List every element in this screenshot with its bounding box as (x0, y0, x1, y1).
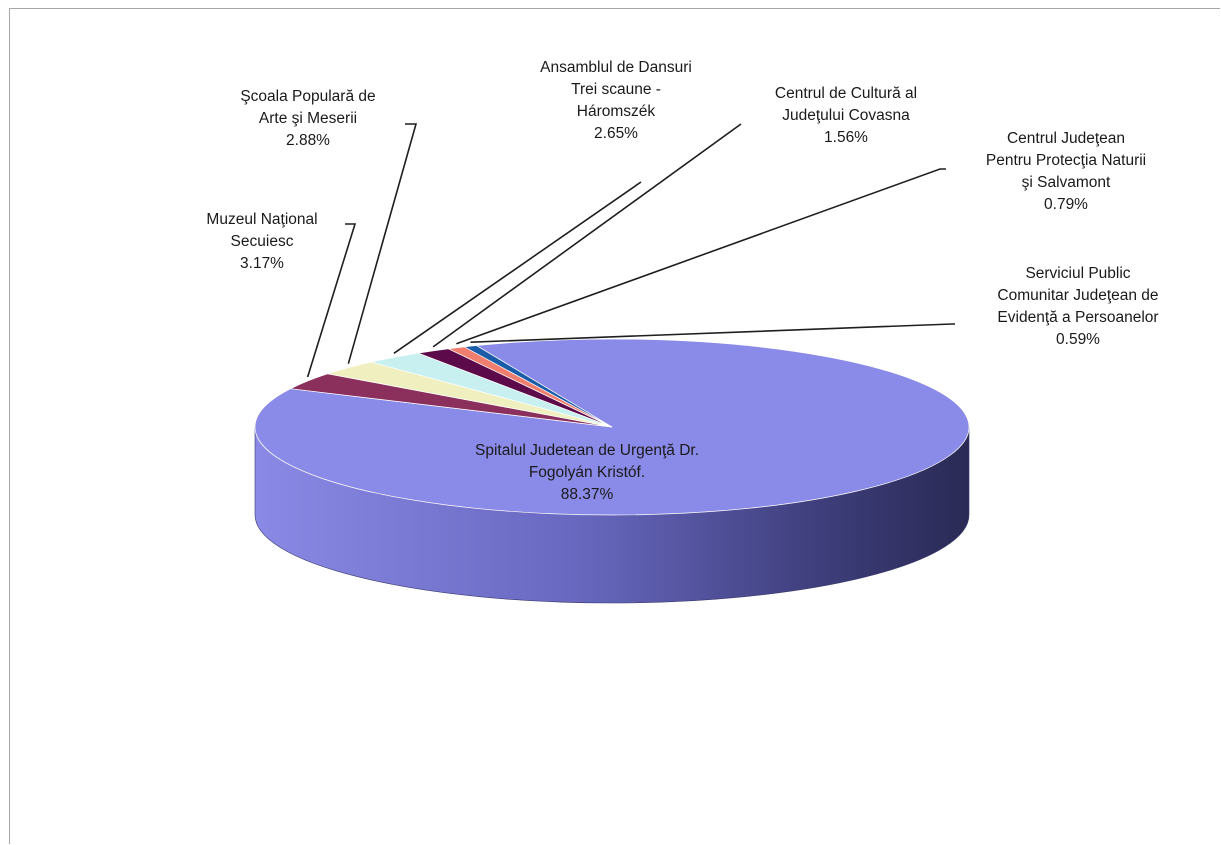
slice-name-line: Evidenţă a Persoanelor (997, 309, 1158, 326)
slice-name-line: Spitalul Judetean de Urgenţă Dr. (475, 442, 699, 459)
slice-value-ansamblu: 2.65% (594, 125, 638, 142)
slice-labels: Spitalul Judetean de Urgenţă Dr. Fogolyán… (206, 59, 1158, 503)
leader-lines (306, 123, 955, 378)
leader-line-ansamblu (393, 181, 642, 354)
slice-name-line: Trei scaune - (571, 81, 661, 98)
slice-name-line: Centrul Judeţean (1007, 130, 1125, 147)
slice-label-cultura: Centrul de Cultură al Judeţului Covasna 1.… (775, 85, 917, 146)
slice-value-muzeu: 3.17% (240, 255, 284, 272)
slice-name-line: Judeţului Covasna (782, 107, 910, 124)
slice-name-line: Serviciul Public (1025, 265, 1130, 282)
slice-name-line: şi Salvamont (1022, 174, 1111, 191)
slice-label-natura: Centrul Judeţean Pentru Protecţia Naturii… (986, 130, 1146, 213)
slice-evidenta (463, 345, 613, 428)
slice-name-line: Comunitar Judeţean de (997, 287, 1158, 304)
slice-name-line: Háromszék (577, 103, 656, 120)
slice-value-scoala: 2.88% (286, 132, 330, 149)
slice-value-spital: 88.37% (561, 486, 614, 503)
slice-name-line: Centrul de Cultură al (775, 85, 917, 102)
slice-label-muzeu: Muzeul Naţional Secuiesc 3.17% (206, 211, 317, 272)
slice-label-ansamblu: Ansamblul de Dansuri Trei scaune - Háromsz… (540, 59, 692, 142)
slice-name-line: Muzeul Naţional (206, 211, 317, 228)
leader-line-cultura (432, 123, 742, 348)
slice-label-scoala: Şcoala Populară de Arte şi Meserii 2.88% (240, 88, 375, 149)
slice-name-line: Arte şi Meserii (259, 110, 357, 127)
leader-line-evidenta (470, 323, 955, 344)
slice-value-evidenta: 0.59% (1056, 331, 1100, 348)
slice-label-spital: Spitalul Judetean de Urgenţă Dr. Fogolyán… (475, 442, 699, 503)
slice-name-line: Fogolyán Kristóf. (529, 464, 645, 481)
leader-line-natura (456, 168, 946, 345)
slice-label-evidenta: Serviciul Public Comunitar Judeţean de Evi… (997, 265, 1158, 348)
leader-line-scoala (347, 123, 418, 364)
slice-value-natura: 0.79% (1044, 196, 1088, 213)
slice-value-cultura: 1.56% (824, 129, 868, 146)
slice-name-line: Ansamblul de Dansuri (540, 59, 692, 76)
slice-name-line: Pentru Protecţia Naturii (986, 152, 1146, 169)
leader-line-muzeu (306, 223, 357, 378)
slice-name-line: Secuiesc (231, 233, 294, 250)
pie-slices (254, 338, 970, 516)
slice-name-line: Şcoala Populară de (240, 88, 375, 105)
